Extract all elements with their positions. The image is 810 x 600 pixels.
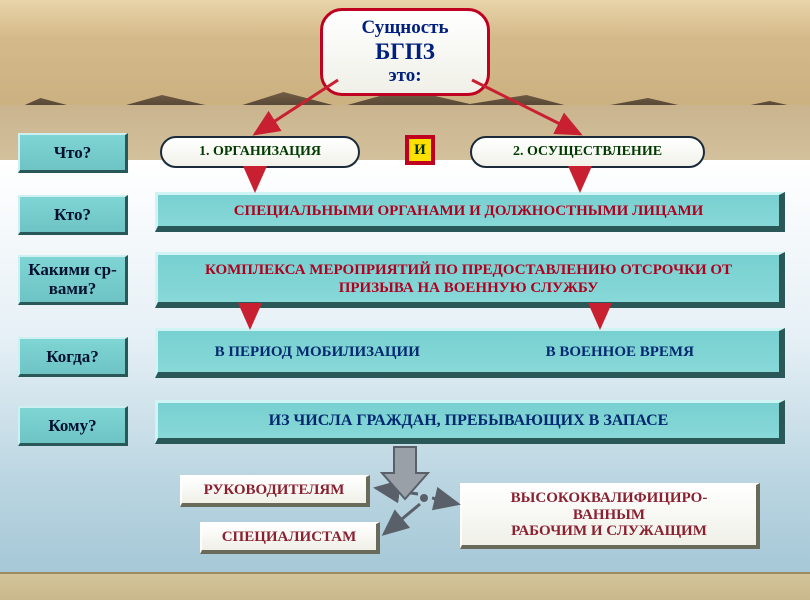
big-down-arrow — [380, 445, 430, 501]
diagram-content: Сущность БГПЗ это: Что?Кто?Какими ср-вам… — [0, 0, 810, 600]
arrows-svg — [0, 0, 810, 600]
